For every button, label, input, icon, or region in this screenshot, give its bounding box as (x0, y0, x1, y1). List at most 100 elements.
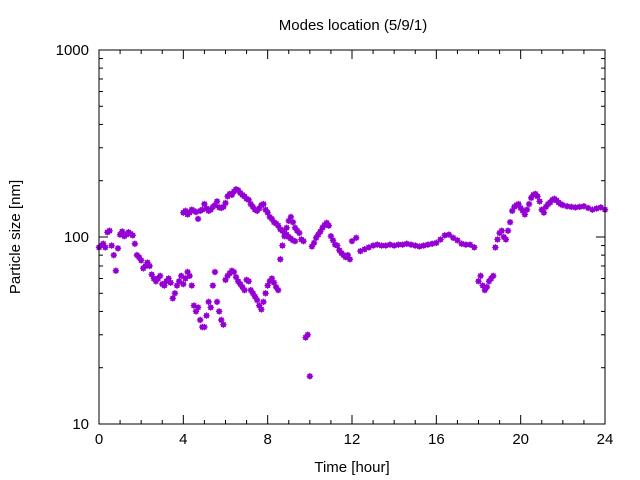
data-point (540, 209, 548, 216)
data-point (502, 236, 510, 243)
data-point (178, 272, 185, 280)
data-point (102, 244, 109, 251)
data-point (137, 257, 145, 264)
data-point (118, 228, 126, 235)
data-point (146, 262, 153, 270)
data-point (129, 232, 136, 239)
data-point (165, 275, 172, 282)
data-point (483, 283, 491, 291)
data-point (506, 218, 514, 226)
data-point (454, 237, 461, 244)
data-point (260, 298, 267, 306)
data-point (222, 199, 229, 207)
data-point (270, 279, 278, 286)
y-axis-label: Particle size [nm] (7, 180, 24, 294)
y-tick-label: 100 (64, 229, 89, 246)
data-point (378, 242, 385, 249)
data-point (209, 282, 217, 289)
data-point (536, 198, 543, 205)
x-tick-label: 8 (263, 431, 271, 448)
data-point (498, 227, 505, 234)
data-point (521, 211, 529, 218)
data-point (445, 231, 453, 238)
data-point (369, 242, 377, 249)
data-point (245, 278, 252, 285)
data-point (450, 234, 457, 242)
data-point (462, 241, 470, 248)
x-tick-label: 20 (512, 431, 529, 448)
data-point (203, 312, 210, 319)
data-point (175, 278, 183, 285)
data-point (215, 308, 223, 315)
x-tick-label: 12 (344, 431, 361, 448)
y-tick-labels: 10 100 1000 (56, 42, 89, 433)
axis-ticks (98, 49, 606, 425)
data-point (308, 243, 316, 250)
data-point (597, 204, 604, 211)
data-point (247, 200, 254, 208)
data-point (268, 275, 276, 282)
data-point (563, 203, 571, 210)
data-point (258, 306, 265, 313)
data-point (108, 242, 115, 249)
data-point (525, 200, 533, 208)
data-point (304, 331, 311, 338)
data-point (475, 278, 482, 285)
data-point (201, 323, 208, 331)
data-point (279, 242, 286, 249)
y-tick-label: 1000 (56, 42, 89, 59)
data-point (353, 234, 360, 242)
data-point (504, 227, 512, 234)
x-axis-label: Time [hour] (314, 459, 389, 476)
data-point (213, 198, 221, 205)
data-point (523, 206, 531, 213)
x-tick-label: 16 (428, 431, 445, 448)
data-point (492, 244, 499, 251)
data-point (190, 302, 198, 309)
data-point (167, 279, 174, 286)
data-point (131, 240, 139, 247)
data-point (433, 239, 440, 247)
data-point (437, 236, 444, 243)
data-point (213, 298, 221, 306)
data-point (277, 256, 284, 263)
data-point (211, 268, 219, 276)
data-point (110, 251, 117, 259)
data-point (466, 241, 474, 248)
data-point (382, 242, 389, 249)
data-point (106, 227, 113, 234)
data-point (275, 286, 282, 294)
data-point (494, 236, 501, 243)
data-point (296, 229, 303, 237)
data-point (180, 280, 187, 288)
data-point (114, 245, 122, 252)
x-tick-label: 24 (597, 431, 614, 448)
data-point (441, 232, 448, 239)
data-point (325, 222, 333, 229)
data-point (197, 316, 204, 324)
data-point (300, 237, 307, 245)
data-point (509, 207, 516, 215)
data-point (260, 200, 267, 208)
data-point (182, 275, 189, 282)
data-point (186, 272, 193, 280)
data-point (230, 268, 238, 276)
data-point (188, 282, 195, 289)
data-point (306, 373, 314, 380)
data-point (289, 218, 297, 226)
x-tick-label: 0 (95, 431, 103, 448)
data-point (241, 286, 248, 294)
data-point (534, 193, 541, 200)
data-point (253, 296, 261, 304)
data-point (220, 321, 227, 328)
data-point (194, 215, 202, 223)
data-point (205, 298, 212, 306)
data-point (171, 290, 179, 297)
plot-frame (98, 49, 606, 425)
data-point (490, 272, 497, 280)
data-point (194, 304, 202, 311)
x-tick-label: 4 (179, 431, 187, 448)
data-point (291, 237, 299, 245)
data-point (346, 256, 354, 263)
